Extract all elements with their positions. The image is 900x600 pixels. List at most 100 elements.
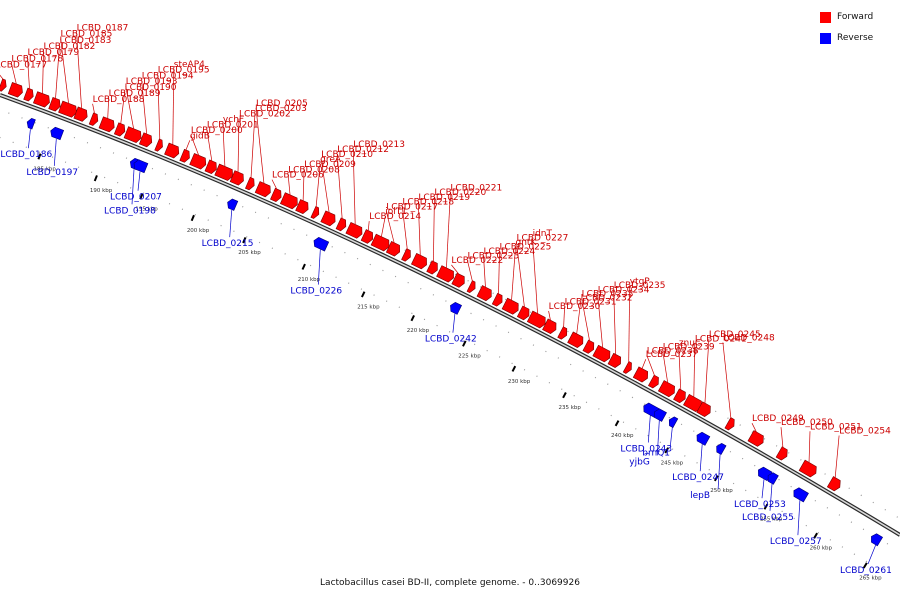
tick-mark	[614, 420, 620, 427]
forward-leader	[446, 192, 451, 269]
forward-gene-shape	[360, 229, 374, 244]
backbone-group	[0, 93, 900, 537]
forward-gene-label: LCBD_0189	[109, 89, 161, 99]
forward-gene-label: LCBD_0220	[434, 188, 486, 198]
forward-gene-arrow	[138, 132, 153, 148]
reverse-gene-label: LCBD_0186	[0, 150, 52, 160]
forward-swatch-icon	[820, 11, 831, 23]
reverse-gene-label: brnQ1	[642, 449, 670, 459]
reverse-leader	[229, 210, 233, 238]
forward-gene-arrow	[798, 459, 817, 478]
reverse-gene-label: lepB	[690, 491, 710, 501]
forward-gene-label: LCBD_0178	[11, 54, 63, 64]
forward-leader	[751, 423, 758, 434]
forward-gene-label: LCBD_0239	[663, 342, 715, 352]
forward-leader	[808, 431, 811, 464]
forward-gene-arrow	[0, 78, 7, 92]
forward-gene-arrow	[673, 388, 686, 404]
forward-gene-label: LCBD_0213	[353, 140, 405, 150]
forward-leader	[336, 153, 343, 220]
forward-gene-arrow	[476, 285, 492, 302]
forward-gene-label: LCBD_0188	[93, 95, 145, 105]
tick-label: 235 kbp	[558, 405, 581, 411]
forward-gene-label: LCBD_0235	[614, 281, 666, 291]
forward-gene-arrow	[48, 97, 61, 112]
reverse-leader	[699, 444, 703, 472]
forward-leader	[172, 69, 175, 146]
forward-gene-label: ytgP	[630, 277, 651, 287]
forward-gene-arrow	[23, 87, 34, 102]
forward-gene-shape	[88, 112, 99, 126]
forward-gene-shape	[567, 331, 584, 349]
forward-gene-label: LCBD_0194	[142, 71, 194, 81]
forward-gene-shape	[345, 222, 363, 239]
tick-mark	[462, 340, 467, 347]
tick-label: 255 kbp	[760, 517, 783, 523]
reverse-gene-label: LCBD_0207	[110, 193, 162, 203]
forward-gene-shape	[401, 248, 411, 262]
reverse-gene-arrow	[767, 472, 779, 485]
forward-gene-arrow	[401, 248, 411, 262]
forward-leader	[255, 107, 265, 184]
tick-label: 210 kbp	[298, 277, 321, 283]
forward-gene-label: LCBD_0218	[402, 198, 454, 208]
tick-mark	[862, 562, 868, 569]
forward-gene-arrow	[491, 292, 503, 307]
reverse-gene-shape	[767, 472, 779, 485]
forward-gene-shape	[466, 280, 476, 294]
forward-leader	[704, 338, 710, 404]
forward-gene-label: LCBD_0183	[60, 36, 112, 46]
forward-gene-label: LCBD_0223	[467, 251, 519, 261]
tick-label: 250 kbp	[710, 488, 733, 494]
forward-gene-label: LCBD_0208	[288, 165, 340, 175]
reverse-gene-label: LCBD_0255	[742, 513, 794, 523]
forward-gene-arrow	[542, 318, 557, 335]
forward-gene-label: ychF	[223, 115, 244, 125]
forward-leader	[320, 158, 330, 214]
forward-gene-arrow	[648, 374, 659, 389]
forward-gene-arrow	[410, 252, 427, 270]
forward-gene-label: LCBD_0237	[646, 350, 698, 360]
forward-gene-label: LCBD_0224	[483, 247, 535, 257]
reverse-leader	[137, 171, 141, 191]
forward-leader	[451, 264, 460, 276]
reverse-gene-arrow	[668, 416, 679, 428]
forward-gene-label: LCBD_0250	[781, 418, 833, 428]
reverse-leader	[669, 427, 673, 447]
tick-mark	[664, 447, 670, 454]
forward-gene-shape	[582, 339, 595, 354]
forward-leader	[693, 343, 696, 398]
forward-gene-label: LCBD_0187	[77, 24, 129, 34]
forward-gene-label: LCBD_0205	[256, 99, 308, 109]
forward-gene-arrow	[154, 138, 163, 152]
forward-gene-label: LCBD_0193	[126, 77, 178, 87]
forward-gene-label: gntK	[516, 238, 538, 248]
reverse-gene-shape	[26, 117, 36, 130]
forward-gene-arrow	[567, 331, 584, 349]
forward-leader	[92, 103, 95, 114]
forward-gene-label: LCBD_0209	[304, 160, 356, 170]
reverse-leader	[656, 420, 660, 456]
forward-gene-shape	[179, 148, 190, 163]
tick-mark	[763, 503, 769, 510]
tick-mark	[562, 392, 567, 399]
forward-gene-shape	[648, 374, 659, 389]
forward-gene-shape	[798, 459, 817, 478]
forward-gene-arrow	[204, 159, 217, 175]
forward-gene-arrow	[164, 142, 180, 159]
forward-leader	[367, 221, 370, 232]
reverse-gene-label: LCBD_0198	[104, 206, 156, 216]
forward-gene-label: znuC	[679, 339, 701, 349]
forward-gene-arrow	[189, 153, 207, 170]
forward-gene-arrow	[320, 210, 336, 227]
reverse-gene-arrow	[871, 533, 883, 547]
reverse-leader	[797, 500, 801, 536]
tick-label: 195 kbp	[135, 207, 158, 213]
reverse-leader	[131, 169, 135, 205]
forward-gene-arrow	[7, 82, 23, 98]
forward-gene-shape	[451, 272, 465, 288]
forward-gene-label: LCBD_0221	[450, 183, 502, 193]
forward-gene-arrow	[113, 122, 126, 137]
forward-gene-shape	[476, 285, 492, 302]
reverse-gene-shape	[227, 198, 239, 211]
